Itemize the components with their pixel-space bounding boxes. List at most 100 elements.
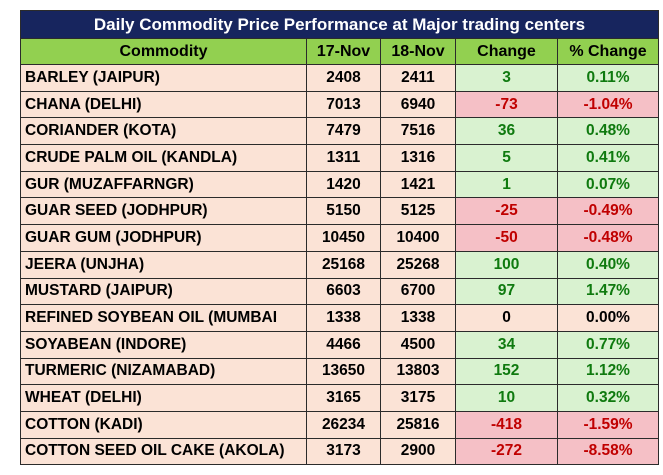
table-row: SOYABEAN (INDORE) 4466 4500 34 0.77% <box>20 330 659 359</box>
price-17-nov-cell: 1311 <box>306 144 381 172</box>
table-row: JEERA (UNJHA) 25168 25268 100 0.40% <box>20 250 659 279</box>
change-cell: -25 <box>455 197 558 226</box>
price-17-nov-cell: 26234 <box>306 410 381 439</box>
pct-change-cell: 0.77% <box>557 330 659 359</box>
price-18-nov-cell: 1338 <box>380 304 456 332</box>
change-cell: -418 <box>455 410 558 439</box>
change-cell: -73 <box>455 90 558 119</box>
pct-change-cell: -1.59% <box>557 410 659 439</box>
price-18-nov-cell: 1316 <box>380 144 456 172</box>
pct-change-cell: -0.48% <box>557 224 659 252</box>
table-row: WHEAT (DELHI) 3165 3175 10 0.32% <box>20 384 659 412</box>
commodity-cell: WHEAT (DELHI) <box>20 384 307 412</box>
change-cell: 152 <box>455 357 558 386</box>
change-cell: 10 <box>455 384 558 412</box>
pct-change-cell: 0.41% <box>557 144 659 172</box>
change-cell: -50 <box>455 224 558 252</box>
commodity-cell: JEERA (UNJHA) <box>20 250 307 279</box>
price-18-nov-cell: 13803 <box>380 357 456 386</box>
change-cell: 100 <box>455 250 558 279</box>
pct-change-cell: 0.00% <box>557 304 659 332</box>
change-cell: 3 <box>455 64 558 92</box>
change-cell: 36 <box>455 117 558 146</box>
change-cell: -272 <box>455 437 558 466</box>
header-18-nov: 18-Nov <box>380 38 456 65</box>
price-17-nov-cell: 2408 <box>306 64 381 92</box>
price-18-nov-cell: 25268 <box>380 250 456 279</box>
price-18-nov-cell: 3175 <box>380 384 456 412</box>
price-17-nov-cell: 13650 <box>306 357 381 386</box>
commodity-cell: REFINED SOYBEAN OIL (MUMBAI <box>20 304 307 332</box>
commodity-cell: SOYABEAN (INDORE) <box>20 330 307 359</box>
change-cell: 97 <box>455 277 558 306</box>
table-row: CRUDE PALM OIL (KANDLA) 1311 1316 5 0.41% <box>20 144 659 172</box>
commodity-cell: GUAR GUM (JODHPUR) <box>20 224 307 252</box>
commodity-cell: CORIANDER (KOTA) <box>20 117 307 146</box>
table-row: COTTON SEED OIL CAKE (AKOLA) 3173 2900 -272… <box>20 437 659 466</box>
table-row: GUAR SEED (JODHPUR) 5150 5125 -25 -0.49% <box>20 197 659 226</box>
change-cell: 34 <box>455 330 558 359</box>
commodity-cell: GUR (MUZAFFARNGR) <box>20 170 307 199</box>
pct-change-cell: 0.32% <box>557 384 659 412</box>
price-17-nov-cell: 4466 <box>306 330 381 359</box>
price-17-nov-cell: 25168 <box>306 250 381 279</box>
price-17-nov-cell: 6603 <box>306 277 381 306</box>
price-18-nov-cell: 2900 <box>380 437 456 466</box>
price-17-nov-cell: 5150 <box>306 197 381 226</box>
pct-change-cell: -0.49% <box>557 197 659 226</box>
table-row: CORIANDER (KOTA) 7479 7516 36 0.48% <box>20 117 659 146</box>
price-18-nov-cell: 10400 <box>380 224 456 252</box>
header-commodity: Commodity <box>20 38 307 65</box>
header-17-nov: 17-Nov <box>306 38 381 65</box>
price-17-nov-cell: 1338 <box>306 304 381 332</box>
price-17-nov-cell: 7479 <box>306 117 381 146</box>
table-title: Daily Commodity Price Performance at Maj… <box>20 10 659 39</box>
pct-change-cell: -1.04% <box>557 90 659 119</box>
header-change: Change <box>455 38 558 65</box>
price-17-nov-cell: 1420 <box>306 170 381 199</box>
pct-change-cell: 1.12% <box>557 357 659 386</box>
commodity-cell: BARLEY (JAIPUR) <box>20 64 307 92</box>
table-body: BARLEY (JAIPUR) 2408 2411 3 0.11% CHANA (DELH… <box>20 64 659 466</box>
commodity-cell: COTTON SEED OIL CAKE (AKOLA) <box>20 437 307 466</box>
price-17-nov-cell: 7013 <box>306 90 381 119</box>
header-row: Commodity 17-Nov 18-Nov Change % Change <box>20 38 659 65</box>
table-row: CHANA (DELHI) 7013 6940 -73 -1.04% <box>20 90 659 119</box>
pct-change-cell: 0.07% <box>557 170 659 199</box>
price-17-nov-cell: 3165 <box>306 384 381 412</box>
change-cell: 1 <box>455 170 558 199</box>
table-row: GUR (MUZAFFARNGR) 1420 1421 1 0.07% <box>20 170 659 199</box>
price-18-nov-cell: 25816 <box>380 410 456 439</box>
table-row: MUSTARD (JAIPUR) 6603 6700 97 1.47% <box>20 277 659 306</box>
change-cell: 5 <box>455 144 558 172</box>
change-cell: 0 <box>455 304 558 332</box>
table-row: TURMERIC (NIZAMABAD) 13650 13803 152 1.12% <box>20 357 659 386</box>
price-18-nov-cell: 6940 <box>380 90 456 119</box>
pct-change-cell: 0.40% <box>557 250 659 279</box>
price-18-nov-cell: 5125 <box>380 197 456 226</box>
price-18-nov-cell: 4500 <box>380 330 456 359</box>
commodity-cell: COTTON (KADI) <box>20 410 307 439</box>
pct-change-cell: 0.11% <box>557 64 659 92</box>
price-17-nov-cell: 10450 <box>306 224 381 252</box>
table-row: BARLEY (JAIPUR) 2408 2411 3 0.11% <box>20 64 659 92</box>
commodity-cell: TURMERIC (NIZAMABAD) <box>20 357 307 386</box>
commodity-table-container: Daily Commodity Price Performance at Maj… <box>20 10 659 466</box>
commodity-cell: CRUDE PALM OIL (KANDLA) <box>20 144 307 172</box>
pct-change-cell: 0.48% <box>557 117 659 146</box>
pct-change-cell: -8.58% <box>557 437 659 466</box>
commodity-price-table: Daily Commodity Price Performance at Maj… <box>20 10 659 466</box>
header-pct-change: % Change <box>557 38 659 65</box>
price-18-nov-cell: 6700 <box>380 277 456 306</box>
pct-change-cell: 1.47% <box>557 277 659 306</box>
price-18-nov-cell: 1421 <box>380 170 456 199</box>
price-18-nov-cell: 7516 <box>380 117 456 146</box>
commodity-cell: GUAR SEED (JODHPUR) <box>20 197 307 226</box>
table-row: COTTON (KADI) 26234 25816 -418 -1.59% <box>20 410 659 439</box>
price-17-nov-cell: 3173 <box>306 437 381 466</box>
commodity-cell: MUSTARD (JAIPUR) <box>20 277 307 306</box>
table-row: GUAR GUM (JODHPUR) 10450 10400 -50 -0.48% <box>20 224 659 252</box>
price-18-nov-cell: 2411 <box>380 64 456 92</box>
commodity-cell: CHANA (DELHI) <box>20 90 307 119</box>
table-row: REFINED SOYBEAN OIL (MUMBAI 1338 1338 0 0.00… <box>20 304 659 332</box>
